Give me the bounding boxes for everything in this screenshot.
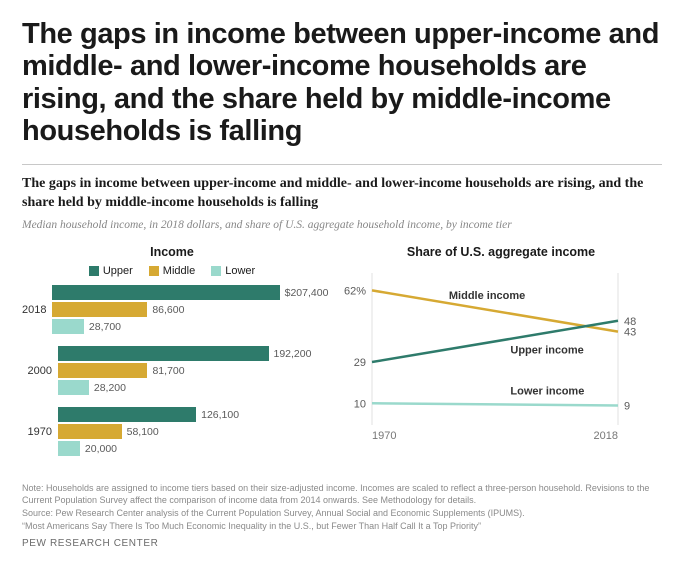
bar xyxy=(52,285,279,300)
sub-title: The gaps in income between upper-income … xyxy=(22,175,662,213)
line-chart-svg-wrap: 1970 2018 Middle income Upper income Lower i… xyxy=(340,265,662,450)
y-end-label: 9 xyxy=(624,400,630,412)
bar-row: 58,100 xyxy=(58,424,322,440)
legend-swatch xyxy=(211,266,221,276)
income-bar-chart: Income UpperMiddleLower 2018$207,40086,6… xyxy=(22,245,322,468)
year-group: 2018$207,40086,60028,700 xyxy=(22,285,322,336)
bar-value-label: 192,200 xyxy=(274,348,312,360)
y-end-label: 43 xyxy=(624,326,636,338)
bar-value-label: 86,600 xyxy=(152,304,184,316)
bar-value-label: 28,700 xyxy=(89,321,121,333)
bar-row: 20,000 xyxy=(58,441,322,457)
line-chart-title: Share of U.S. aggregate income xyxy=(340,245,662,259)
bar-value-label: 20,000 xyxy=(85,443,117,455)
legend-swatch xyxy=(89,266,99,276)
legend-swatch xyxy=(149,266,159,276)
bar-row: 86,600 xyxy=(52,302,328,318)
bar-value-label: 58,100 xyxy=(127,426,159,438)
bar-row: 28,700 xyxy=(52,319,328,335)
share-line-chart: Share of U.S. aggregate income 1970 2018 M… xyxy=(340,245,662,468)
y-start-label: 29 xyxy=(354,357,366,369)
bar-value-label: 28,200 xyxy=(94,382,126,394)
bar xyxy=(52,302,147,317)
bar xyxy=(58,424,122,439)
legend-label: Lower xyxy=(225,265,255,277)
bar-row: 81,700 xyxy=(58,363,322,379)
y-start-label: 10 xyxy=(354,398,366,410)
note-line: Note: Households are assigned to income … xyxy=(22,482,662,506)
divider xyxy=(22,164,662,165)
bar-value-label: $207,400 xyxy=(285,287,329,299)
svg-text:1970: 1970 xyxy=(372,430,396,442)
legend-label: Upper xyxy=(103,265,133,277)
notes-block: Note: Households are assigned to income … xyxy=(22,482,662,533)
bar-row: $207,400 xyxy=(52,285,328,301)
year-group: 2000 192,200 81,700 28,200 xyxy=(22,346,322,397)
svg-text:2018: 2018 xyxy=(594,430,618,442)
bar xyxy=(58,407,196,422)
charts-row: Income Upper Middle Lower 2018 $207,400 86,6… xyxy=(22,245,662,468)
year-label: 1970 xyxy=(22,426,58,438)
bar-value-label: 81,700 xyxy=(152,365,184,377)
bar-row: 126,100 xyxy=(58,407,322,423)
bar-chart-title: Income xyxy=(22,245,322,259)
bars-container: $207,400 86,600 28,700 xyxy=(52,285,328,336)
bar-chart-legend: Upper Middle Lower xyxy=(22,265,322,277)
bar xyxy=(58,346,269,361)
bar xyxy=(58,380,89,395)
legend-item: Upper xyxy=(89,265,133,277)
legend-item: Middle xyxy=(149,265,195,277)
line-chart-svg: 1970 2018 Middle income Upper income Lower i… xyxy=(340,265,640,445)
year-label: 2018 xyxy=(22,304,52,316)
legend-label: Middle xyxy=(163,265,195,277)
bar-value-label: 126,100 xyxy=(201,409,239,421)
main-title: The gaps in income between upper-income … xyxy=(22,18,662,148)
series-line xyxy=(372,403,618,405)
bar-row: 28,200 xyxy=(58,380,322,396)
note-line: Source: Pew Research Center analysis of … xyxy=(22,507,662,519)
note-line: “Most Americans Say There Is Too Much Ec… xyxy=(22,520,662,532)
bar xyxy=(58,441,80,456)
bar xyxy=(52,319,83,334)
legend-item: Lower xyxy=(211,265,255,277)
series-label: Middle income xyxy=(449,290,525,302)
bar-groups: 2018$207,40086,60028,7002000192,20081,70… xyxy=(22,285,322,458)
bars-container: 126,100 58,100 20,000 xyxy=(58,407,322,458)
footer-credit: PEW RESEARCH CENTER xyxy=(22,538,662,549)
series-label: Upper income xyxy=(510,344,583,356)
series-label: Lower income xyxy=(510,385,584,397)
bar-row: 192,200 xyxy=(58,346,322,362)
y-start-label: 62% xyxy=(344,285,366,297)
bars-container: 192,200 81,700 28,200 xyxy=(58,346,322,397)
year-label: 2000 xyxy=(22,365,58,377)
deck-text: Median household income, in 2018 dollars… xyxy=(22,219,662,231)
bar xyxy=(58,363,147,378)
year-group: 1970 126,100 58,100 20,000 xyxy=(22,407,322,458)
